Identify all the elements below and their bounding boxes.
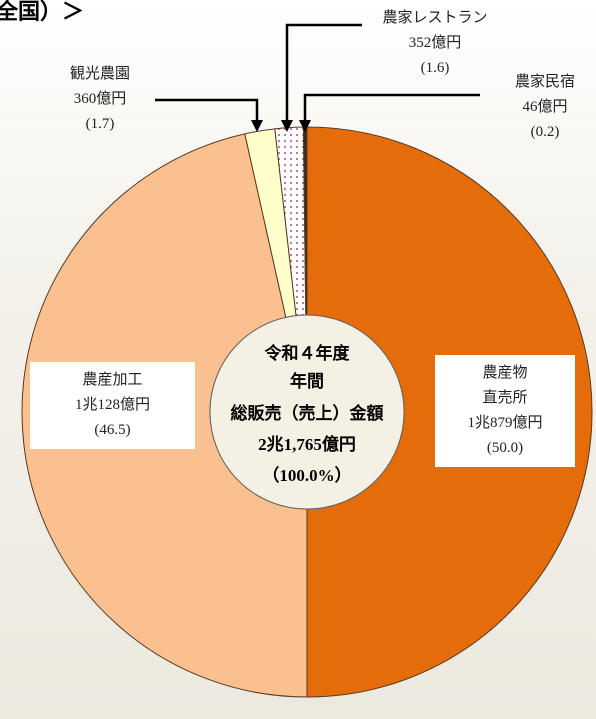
amount-label: 352億円	[360, 31, 510, 56]
category-label: 農産物直売所	[481, 361, 529, 411]
value-label: (0.2)	[495, 120, 595, 145]
center-label: 令和４年度	[265, 343, 351, 363]
value-label: (46.5)	[30, 418, 195, 443]
center-label: 2兆1,765億円	[258, 434, 356, 454]
amount-label: 1兆879億円	[435, 411, 575, 436]
center-label: （100.0%）	[262, 465, 351, 485]
center-label: 年間	[290, 371, 324, 391]
chart-title: 全国）＞	[0, 0, 84, 24]
page: 全国）＞ 令和４年度年間総販売（売上）金額 2兆1,765億円 （100.0%） 農…	[0, 0, 596, 719]
value-label: (1.7)	[50, 112, 150, 137]
amount-label: 1兆128億円	[30, 393, 195, 418]
value-label: (50.0)	[435, 436, 575, 461]
amount-label: 46億円	[495, 95, 595, 120]
category-label: 農産加工	[30, 368, 195, 393]
center-label: 総販売（売上）金額	[231, 403, 384, 423]
category-label: 農家民宿	[513, 70, 577, 95]
value-label: (1.6)	[360, 56, 510, 81]
category-label: 農家レストラン	[360, 6, 510, 31]
amount-label: 360億円	[50, 87, 150, 112]
category-label: 観光農園	[68, 62, 132, 87]
